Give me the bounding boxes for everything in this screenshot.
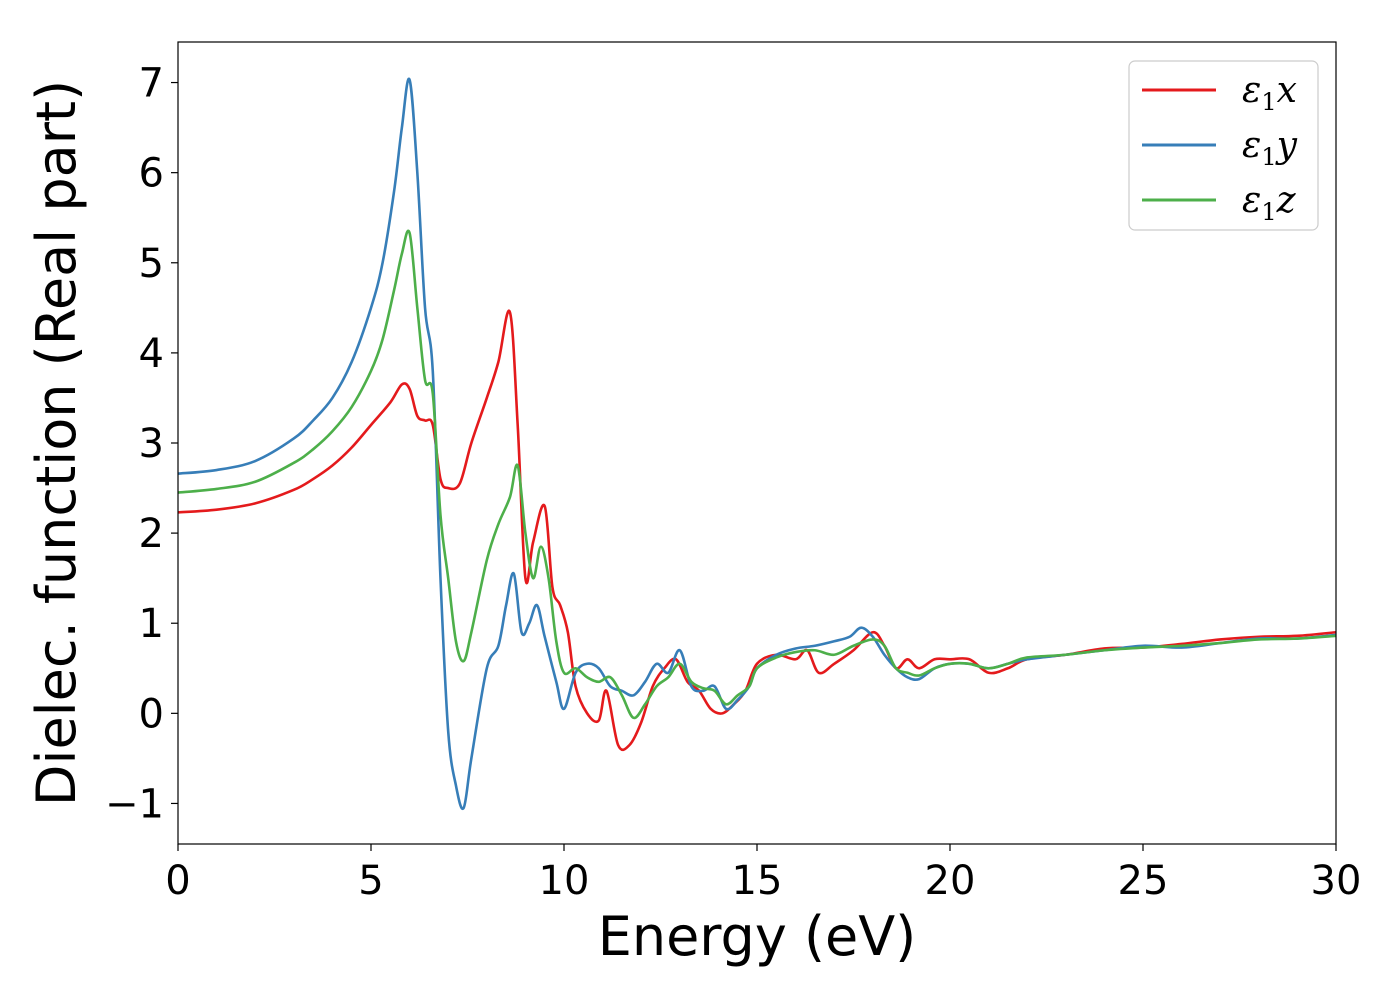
x-tick-label: 10: [539, 858, 590, 904]
y-axis-title: Dielec. function (Real part): [25, 80, 88, 806]
y-tick-label: 7: [139, 61, 164, 107]
x-tick-label: 30: [1311, 858, 1362, 904]
y-tick-label: −1: [105, 781, 164, 827]
x-tick-label: 15: [732, 858, 783, 904]
x-axis: 0 5 10 15 20 25 30: [165, 844, 1361, 904]
x-tick-label: 20: [925, 858, 976, 904]
y-tick-label: 1: [139, 601, 164, 647]
x-tick-label: 0: [165, 858, 190, 904]
x-tick-label: 25: [1118, 858, 1169, 904]
legend-box: [1128, 60, 1319, 231]
y-tick-label: 4: [139, 331, 164, 377]
x-tick-label: 5: [358, 858, 383, 904]
y-tick-label: 5: [139, 241, 164, 287]
series-line-1: [177, 309, 1337, 752]
y-axis: −1 0 1 2 3 4 5 6 7: [105, 61, 178, 827]
legend-label-3: ε1z: [1242, 180, 1297, 226]
series-line-3: [177, 229, 1337, 720]
x-axis-title: Energy (eV): [598, 905, 917, 968]
y-tick-label: 0: [139, 691, 164, 737]
y-tick-label: 3: [139, 421, 164, 467]
legend-label-2: ε1y: [1242, 125, 1298, 171]
y-tick-label: 2: [139, 511, 164, 557]
series-layer: [177, 77, 1337, 811]
legend-label-1: ε1x: [1242, 70, 1297, 116]
legend: ε1x ε1y ε1z: [1128, 60, 1319, 231]
y-tick-label: 6: [139, 151, 164, 197]
